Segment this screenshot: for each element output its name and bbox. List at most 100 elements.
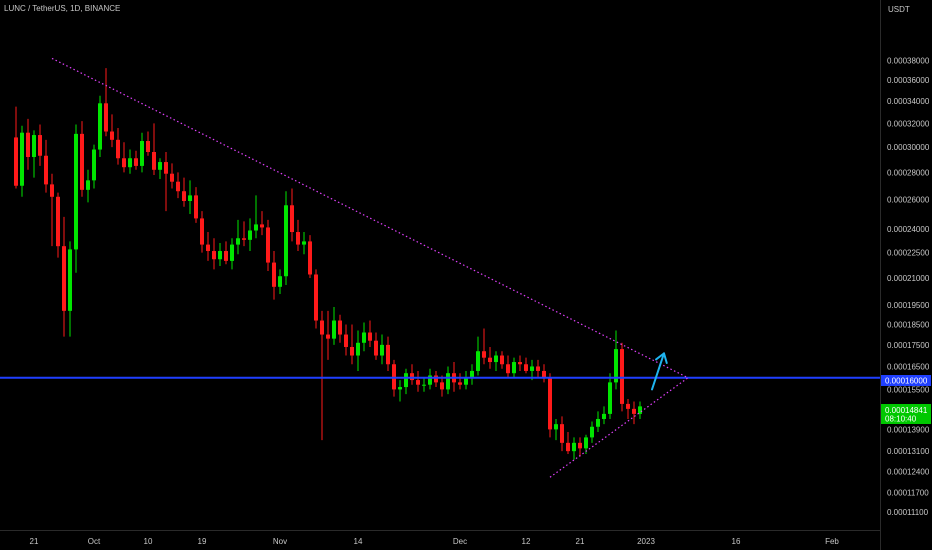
candle	[242, 221, 246, 247]
candle-body	[416, 380, 420, 385]
candle-body	[152, 152, 156, 170]
candle	[218, 242, 222, 266]
candle-body	[38, 135, 42, 156]
candle-body	[536, 366, 540, 371]
candle	[422, 377, 426, 392]
candle	[482, 328, 486, 365]
candle-body	[458, 382, 462, 385]
candle-body	[626, 403, 630, 409]
arrow-head	[655, 352, 668, 364]
candle	[80, 121, 84, 197]
candle	[566, 432, 570, 454]
lower-trendline[interactable]	[549, 377, 689, 478]
price-tick-label: 0.00030000	[887, 143, 930, 152]
candle	[152, 123, 156, 176]
candle	[548, 373, 552, 438]
candle-body	[398, 387, 402, 390]
candle	[464, 370, 468, 390]
candle	[86, 169, 90, 203]
candle-body	[212, 251, 216, 260]
candle-body	[170, 173, 174, 182]
candle-body	[314, 274, 318, 321]
candle-body	[194, 195, 198, 219]
candle	[14, 106, 18, 189]
candle	[104, 68, 108, 137]
candle	[632, 401, 636, 425]
time-tick-label: Feb	[825, 537, 839, 546]
upper-trendline[interactable]	[51, 57, 689, 379]
candle	[578, 437, 582, 457]
candle-body	[92, 149, 96, 181]
price-tick-label: 0.00015500	[887, 385, 930, 394]
price-tick-label: 0.00028000	[887, 168, 930, 177]
arrow-icon[interactable]	[651, 352, 668, 391]
candle	[488, 346, 492, 369]
candle	[272, 251, 276, 300]
candle-body	[278, 276, 282, 287]
candle	[434, 370, 438, 388]
candle-body	[476, 351, 480, 371]
candle-body	[80, 133, 84, 190]
candle-body	[320, 320, 324, 335]
candle	[224, 241, 228, 265]
candle-body	[14, 137, 18, 186]
candle	[38, 124, 42, 166]
time-tick-label: 14	[354, 537, 363, 546]
candle-body	[530, 366, 534, 371]
candle-body	[146, 141, 150, 153]
candle-body	[266, 227, 270, 263]
candle-body	[164, 162, 168, 174]
time-tick-label: 10	[144, 537, 153, 546]
candle-body	[434, 375, 438, 383]
candle-body	[302, 241, 306, 245]
candle-body	[368, 332, 372, 341]
candle-body	[110, 131, 114, 140]
candle	[158, 158, 162, 180]
candle-body	[272, 262, 276, 287]
candle-body	[68, 249, 72, 311]
candle	[458, 373, 462, 390]
candle	[476, 336, 480, 376]
price-tick-label: 0.00038000	[887, 56, 930, 65]
candle-body	[206, 244, 210, 252]
candle-body	[56, 196, 60, 247]
price-tick-label: 0.00012400	[887, 467, 930, 476]
candle-body	[260, 224, 264, 228]
time-axis[interactable]: 21 Oct 10 19 Nov 14 Dec 12 21 2023 16 Feb	[30, 537, 840, 546]
time-tick-label: 21	[30, 537, 39, 546]
candle-body	[614, 349, 618, 383]
candle-body	[182, 191, 186, 202]
candle	[314, 269, 318, 329]
candle	[308, 235, 312, 278]
candle-body	[344, 334, 348, 347]
candle	[386, 336, 390, 371]
candle	[236, 219, 240, 255]
candle	[338, 314, 342, 343]
candle-body	[50, 184, 54, 197]
candle-body	[446, 373, 450, 390]
candle-body	[470, 370, 474, 378]
candle-body	[596, 418, 600, 427]
candle-body	[26, 132, 30, 158]
time-tick-label: Dec	[453, 537, 467, 546]
candle-body	[572, 442, 576, 452]
candle	[260, 211, 264, 236]
level-price-tag: 0.00016000	[881, 375, 931, 386]
candle	[524, 357, 528, 374]
time-tick-label: Nov	[273, 537, 287, 546]
candle	[374, 332, 378, 360]
candle	[290, 188, 294, 242]
candle-body	[20, 132, 24, 186]
candle-body	[62, 246, 66, 311]
candle-body	[248, 230, 252, 240]
candle-body	[356, 342, 360, 356]
candle-body	[440, 382, 444, 390]
symbol-title[interactable]: LUNC / TetherUS, 1D, BINANCE	[4, 4, 120, 13]
candle	[206, 232, 210, 261]
candle	[536, 359, 540, 378]
candle	[368, 320, 372, 347]
price-axis[interactable]: 0.00038000 0.00036000 0.00034000 0.00032000…	[887, 56, 930, 517]
price-tick-label: 0.00022500	[887, 249, 930, 258]
